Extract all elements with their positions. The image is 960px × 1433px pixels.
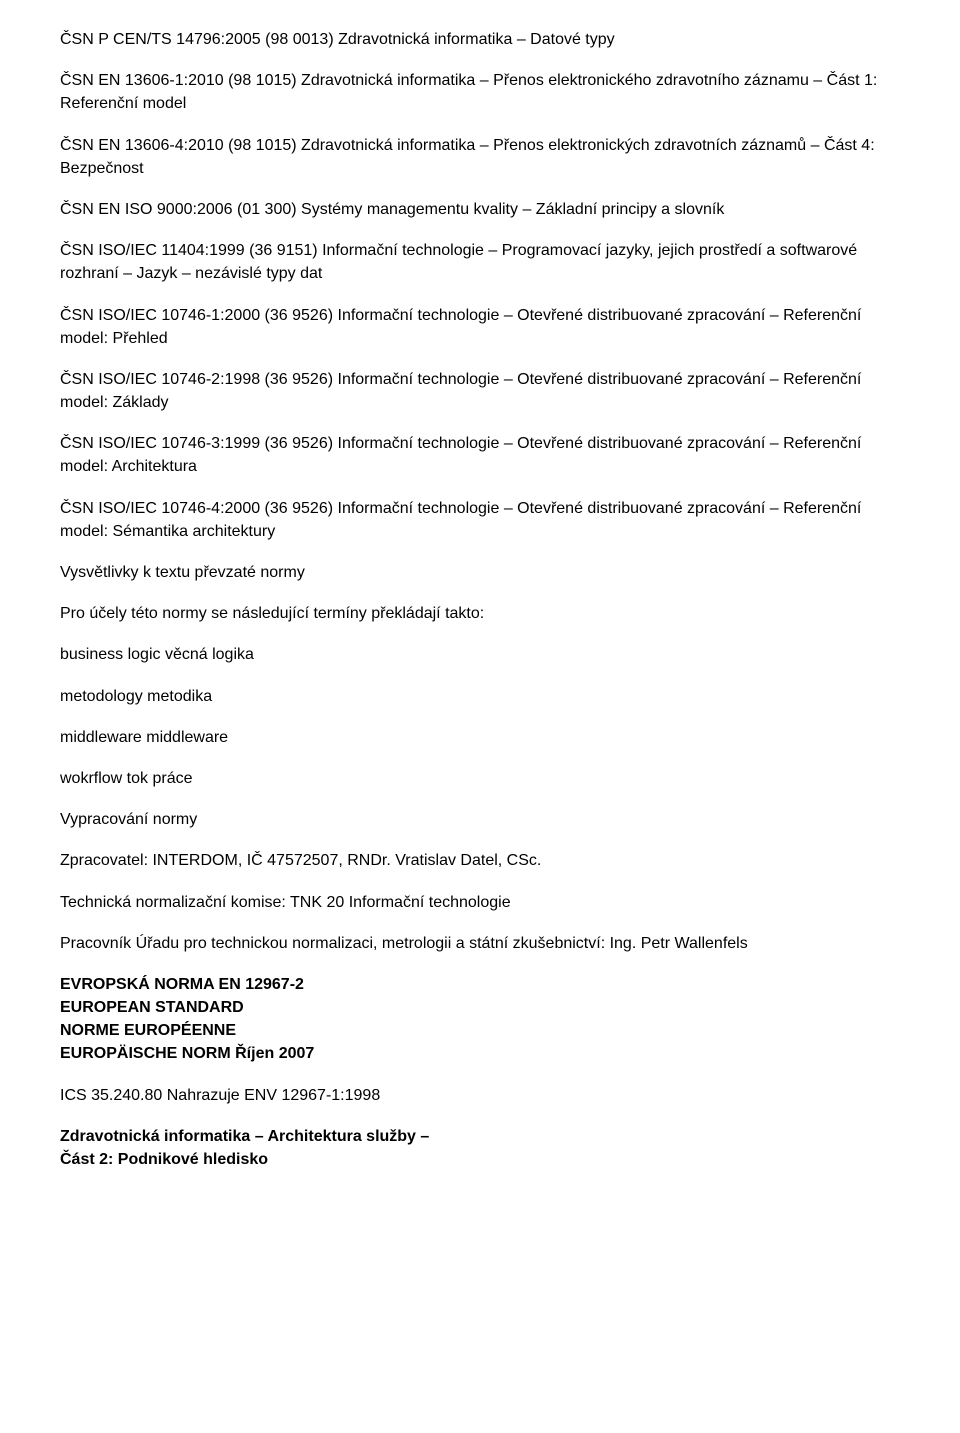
paragraph: ČSN ISO/IEC 11404:1999 (36 9151) Informa… <box>60 239 900 285</box>
ics-line: ICS 35.240.80 Nahrazuje ENV 12967-1:1998 <box>60 1084 900 1107</box>
title-block: Zdravotnická informatika – Architektura … <box>60 1125 900 1171</box>
standard-heading-line: EVROPSKÁ NORMA EN 12967-2 <box>60 973 900 996</box>
paragraph: Vypracování normy <box>60 808 900 831</box>
paragraph: ČSN ISO/IEC 10746-1:2000 (36 9526) Infor… <box>60 304 900 350</box>
paragraph: Pro účely této normy se následující term… <box>60 602 900 625</box>
paragraph: wokrflow tok práce <box>60 767 900 790</box>
paragraph: ČSN ISO/IEC 10746-2:1998 (36 9526) Infor… <box>60 368 900 414</box>
standard-heading-line: NORME EUROPÉENNE <box>60 1019 900 1042</box>
paragraph: ČSN EN ISO 9000:2006 (01 300) Systémy ma… <box>60 198 900 221</box>
standard-heading-block: EVROPSKÁ NORMA EN 12967-2 EUROPEAN STAND… <box>60 973 900 1066</box>
standard-heading-line: EUROPEAN STANDARD <box>60 996 900 1019</box>
title-line: Zdravotnická informatika – Architektura … <box>60 1125 900 1148</box>
paragraph: Pracovník Úřadu pro technickou normaliza… <box>60 932 900 955</box>
paragraph: ČSN ISO/IEC 10746-3:1999 (36 9526) Infor… <box>60 432 900 478</box>
title-line: Část 2: Podnikové hledisko <box>60 1148 900 1171</box>
paragraph: business logic věcná logika <box>60 643 900 666</box>
paragraph: metodology metodika <box>60 685 900 708</box>
paragraph: ČSN EN 13606-4:2010 (98 1015) Zdravotnic… <box>60 134 900 180</box>
paragraph: Technická normalizační komise: TNK 20 In… <box>60 891 900 914</box>
document-page: ČSN P CEN/TS 14796:2005 (98 0013) Zdravo… <box>0 0 960 1211</box>
standard-heading-line: EUROPÄISCHE NORM Říjen 2007 <box>60 1042 900 1065</box>
paragraph: Vysvětlivky k textu převzaté normy <box>60 561 900 584</box>
paragraph: ČSN P CEN/TS 14796:2005 (98 0013) Zdravo… <box>60 28 900 51</box>
paragraph: middleware middleware <box>60 726 900 749</box>
paragraph: ČSN ISO/IEC 10746-4:2000 (36 9526) Infor… <box>60 497 900 543</box>
paragraph: ČSN EN 13606-1:2010 (98 1015) Zdravotnic… <box>60 69 900 115</box>
paragraph: Zpracovatel: INTERDOM, IČ 47572507, RNDr… <box>60 849 900 872</box>
